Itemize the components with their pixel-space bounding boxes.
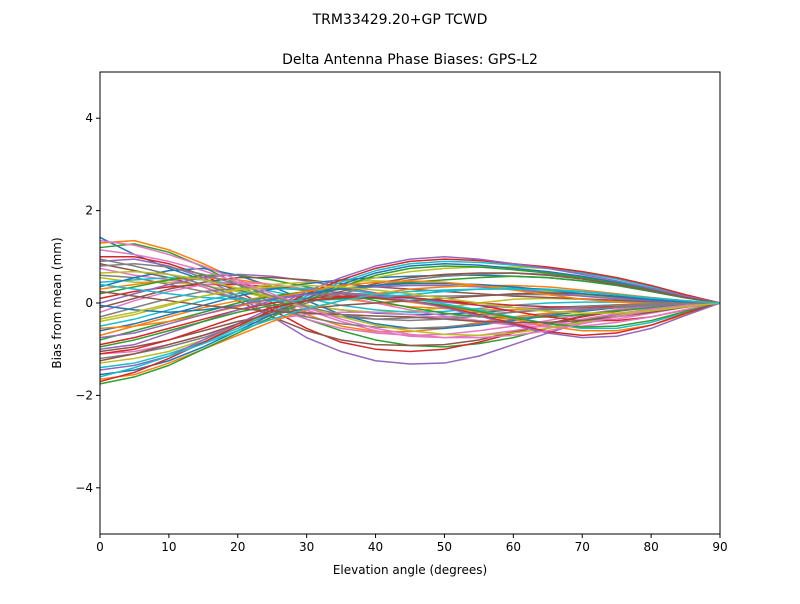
y-tick-label: −4 [75,481,93,495]
y-tick-label: 0 [85,296,93,310]
y-axis-ticks: −4 −2 0 2 4 [75,111,100,495]
series-line-35 [99,256,721,371]
series-line-22 [99,293,721,337]
series-line-49 [99,284,721,320]
x-tick-label: 10 [161,540,176,554]
x-axis-label: Elevation angle (degrees) [333,563,487,577]
x-tick-label: 30 [299,540,314,554]
series-line-39 [99,270,721,337]
x-axis-ticks: 0 10 20 30 40 50 60 70 80 90 [96,534,728,554]
x-tick-label: 40 [368,540,383,554]
series-line-33 [99,265,721,385]
series-line-41 [99,282,721,313]
series-line-45 [99,293,721,339]
series-line-24 [99,295,721,346]
figure-suptitle: TRM33429.20+GP TCWD [312,12,488,28]
series-line-36 [99,272,721,362]
series-line-31 [99,262,721,376]
x-tick-label: 20 [230,540,245,554]
plot-frame [99,71,721,535]
series-line-48 [99,262,721,322]
x-tick-label: 80 [643,540,658,554]
x-tick-label: 50 [437,540,452,554]
series-line-50 [99,288,721,378]
series-line-47 [99,239,721,339]
y-tick-label: −2 [75,388,93,402]
series-layer [99,236,721,385]
series-line-34 [99,258,721,383]
x-tick-label: 0 [96,540,104,554]
series-line-38 [99,258,721,330]
x-tick-label: 90 [712,540,727,554]
y-tick-label: 2 [85,204,93,218]
plot-area [100,72,720,534]
x-tick-label: 70 [575,540,590,554]
y-axis-label: Bias from mean (mm) [50,237,64,368]
chart-title: Delta Antenna Phase Biases: GPS-L2 [282,52,538,68]
series-line-13 [99,274,721,319]
series-line-20 [99,287,721,330]
x-tick-label: 60 [506,540,521,554]
series-line-7 [99,267,721,337]
series-line-23 [99,275,721,341]
y-tick-label: 4 [85,111,93,125]
